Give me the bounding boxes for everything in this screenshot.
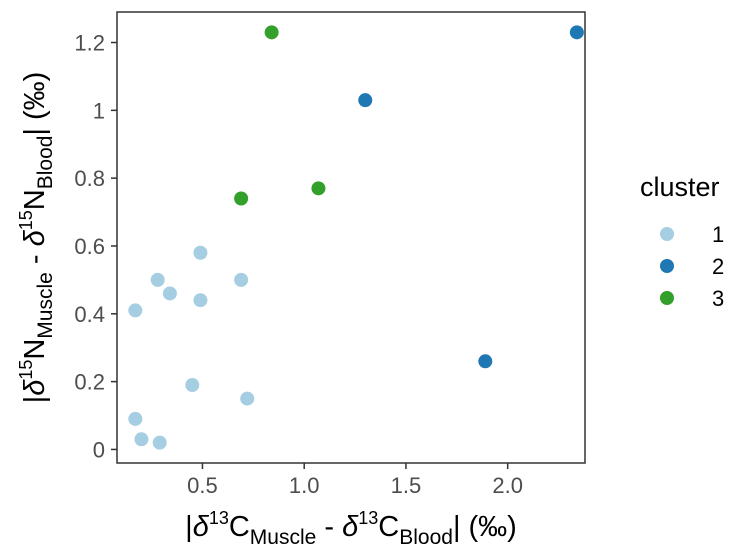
point-cluster-1-3 xyxy=(162,286,177,301)
x-tick-label: 2.0 xyxy=(492,473,523,498)
x-tick-label: 1.5 xyxy=(391,473,422,498)
point-cluster-3-1 xyxy=(264,25,279,40)
points-layer xyxy=(128,25,584,450)
y-axis-title-group: |δ15NMuscle - δ15NBlood| (‰) xyxy=(16,72,57,404)
point-cluster-1-10 xyxy=(134,432,149,447)
x-axis: 0.5 1.0 1.5 2.0 xyxy=(187,463,523,498)
point-cluster-1-9 xyxy=(128,411,143,426)
point-cluster-2-1 xyxy=(569,25,584,40)
point-cluster-1-5 xyxy=(193,293,208,308)
point-cluster-2-3 xyxy=(478,354,493,369)
legend-key-2 xyxy=(660,259,674,273)
point-cluster-1-11 xyxy=(152,435,167,450)
x-tick-label: 0.5 xyxy=(187,473,218,498)
point-cluster-1-8 xyxy=(240,391,255,406)
y-tick-label: 0.6 xyxy=(74,234,105,259)
y-axis-title: |δ15NMuscle - δ15NBlood| (‰) xyxy=(16,72,57,404)
legend-key-3 xyxy=(660,291,674,305)
point-cluster-1-4 xyxy=(193,245,208,260)
x-axis-title: |δ13CMuscle - δ13CBlood| (‰) xyxy=(185,508,517,549)
x-tick-label: 1.0 xyxy=(289,473,320,498)
point-cluster-1-6 xyxy=(234,272,249,287)
panel-border xyxy=(116,11,586,464)
point-cluster-2-2 xyxy=(358,93,373,108)
y-tick-label: 0.8 xyxy=(74,166,105,191)
y-tick-label: 1.2 xyxy=(74,31,105,56)
y-tick-label: 0.4 xyxy=(74,302,105,327)
legend-label-2: 2 xyxy=(712,254,724,279)
point-cluster-3-3 xyxy=(234,191,249,206)
point-cluster-1-1 xyxy=(128,303,143,318)
legend-entries: 1 2 3 xyxy=(660,222,724,311)
legend-title: cluster xyxy=(640,172,720,202)
y-tick-label: 0 xyxy=(93,437,105,462)
y-tick-label: 0.2 xyxy=(74,370,105,395)
legend-key-1 xyxy=(660,227,674,241)
point-cluster-1-2 xyxy=(150,272,165,287)
y-tick-label: 1 xyxy=(93,98,105,123)
point-cluster-3-2 xyxy=(311,181,326,196)
legend: cluster 1 2 3 xyxy=(640,172,724,311)
y-axis: 0 0.2 0.4 0.6 0.8 1 1.2 xyxy=(74,31,117,462)
point-cluster-1-7 xyxy=(185,378,200,393)
legend-label-3: 3 xyxy=(712,286,724,311)
legend-label-1: 1 xyxy=(712,222,724,247)
